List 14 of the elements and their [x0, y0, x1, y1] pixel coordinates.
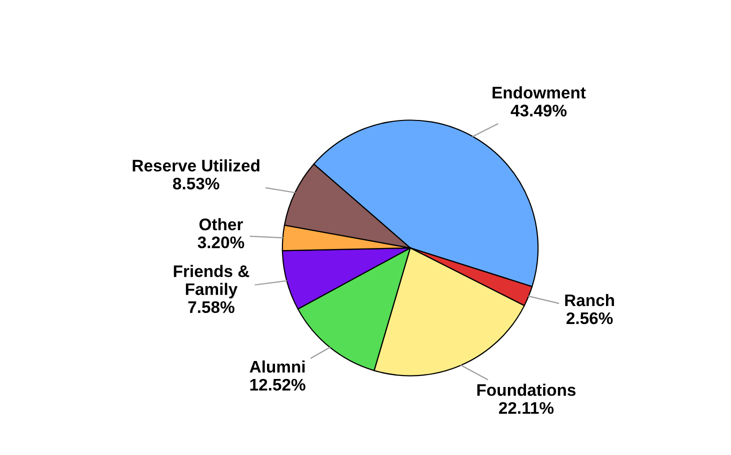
slice-label: Friends & Family	[174, 264, 250, 298]
slice-label: Other	[199, 218, 243, 230]
slice-label: Foundations	[477, 384, 576, 396]
slice-label: Alumni	[250, 360, 305, 373]
data-label: 3.20%	[198, 236, 244, 248]
slice-label: Reserve Utilized	[132, 159, 260, 172]
data-label: 2.56%	[566, 312, 613, 324]
data-label: 8.53%	[172, 178, 220, 190]
data-label: 22.11%	[498, 402, 554, 414]
slice-label: Endowment	[492, 86, 586, 99]
data-label: 12.52%	[250, 378, 306, 391]
data-label: 7.58%	[188, 301, 234, 314]
slice-label: Ranch	[565, 294, 614, 306]
data-label: 43.49%	[510, 104, 567, 117]
